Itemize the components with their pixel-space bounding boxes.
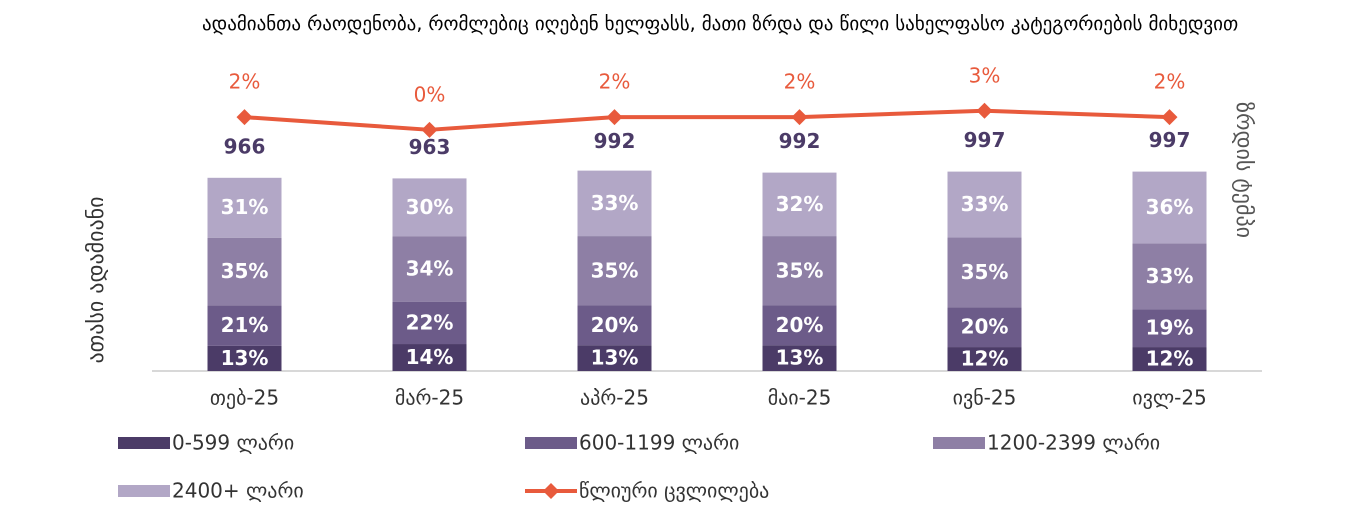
- segment-label: 33%: [961, 192, 1009, 216]
- y2-axis-label: ზრდის ტემპი: [1231, 102, 1256, 238]
- segment-label: 36%: [1146, 195, 1194, 219]
- legend-label: წლიური ცვლილება: [579, 479, 769, 503]
- segment-label: 33%: [1146, 264, 1194, 288]
- segment-label: 12%: [1146, 347, 1194, 371]
- segment-label: 35%: [776, 258, 824, 282]
- segment-label: 20%: [776, 313, 824, 337]
- legend-label: 600-1199 ლარი: [579, 431, 739, 455]
- x-tick-label: მაი-25: [768, 386, 832, 410]
- segment-label: 35%: [591, 258, 639, 282]
- bar-segment: [947, 171, 1022, 238]
- legend-label: 0-599 ლარი: [172, 431, 294, 455]
- legend-swatch: [543, 483, 559, 499]
- bar-segment: [762, 305, 837, 346]
- bar-segment: [207, 177, 282, 238]
- line-marker: [606, 109, 623, 126]
- line-marker: [791, 109, 808, 126]
- x-tick-label: თებ-25: [210, 386, 279, 410]
- bar-segment: [947, 237, 1022, 308]
- bar-segment: [207, 345, 282, 371]
- chart-title: ადამიანთა რაოდენობა, რომლებიც იღებენ ხელ…: [202, 13, 1239, 35]
- y-axis-label: ათასი ადამიანი: [84, 196, 109, 363]
- x-tick-label: ივნ-25: [953, 386, 1017, 410]
- segment-label: 30%: [406, 195, 454, 219]
- segment-label: 13%: [591, 346, 639, 370]
- bar-segment: [947, 347, 1022, 371]
- line: [244, 108, 1170, 132]
- line-marker: [421, 121, 438, 138]
- bar-segment: [392, 344, 467, 371]
- bar-segment: [762, 172, 837, 237]
- bar-segment: [577, 305, 652, 346]
- bar-segment: [762, 236, 837, 306]
- total-label: 997: [1149, 128, 1191, 152]
- bar-segment: [392, 178, 467, 237]
- legend-label: 2400+ ლარი: [172, 479, 304, 503]
- legend-swatch: [933, 437, 985, 449]
- segment-label: 21%: [221, 313, 269, 337]
- legend-swatch: [525, 437, 577, 449]
- segment-label: 13%: [221, 346, 269, 370]
- bar-segment: [577, 236, 652, 306]
- bar-segment: [577, 170, 652, 237]
- segment-label: 34%: [406, 256, 454, 280]
- line-label: 2%: [784, 70, 816, 94]
- segment-label: 20%: [961, 315, 1009, 339]
- segment-label: 32%: [776, 192, 824, 216]
- bar-segment: [762, 345, 837, 371]
- bar-segment: [207, 237, 282, 306]
- bar-segment: [1132, 243, 1207, 310]
- line-label: 3%: [969, 63, 1001, 87]
- total-label: 963: [409, 135, 451, 159]
- segment-label: 13%: [776, 346, 824, 370]
- line-marker: [1161, 109, 1178, 126]
- x-tick-label: მარ-25: [395, 386, 464, 410]
- segment-label: 35%: [961, 260, 1009, 284]
- bar-segment: [1132, 309, 1207, 348]
- bar-segment: [947, 307, 1022, 348]
- line-marker: [976, 102, 993, 119]
- total-label: 966: [224, 134, 266, 158]
- legend-label: 1200-2399 ლარი: [987, 431, 1160, 455]
- bar-segment: [1132, 347, 1207, 371]
- bar-segment: [577, 345, 652, 371]
- segment-label: 12%: [961, 347, 1009, 371]
- total-label: 992: [594, 129, 636, 153]
- segment-label: 31%: [221, 195, 269, 219]
- segment-label: 20%: [591, 313, 639, 337]
- legend-swatch: [118, 437, 170, 449]
- segment-label: 35%: [221, 259, 269, 283]
- segment-label: 19%: [1146, 316, 1194, 340]
- segment-label: 33%: [591, 191, 639, 215]
- bar-segment: [207, 305, 282, 346]
- line-label: 2%: [229, 70, 261, 94]
- bar-segment: [392, 236, 467, 302]
- x-tick-label: ივლ-25: [1132, 386, 1207, 410]
- line-marker: [236, 109, 253, 126]
- total-label: 992: [779, 129, 821, 153]
- x-tick-label: აპრ-25: [580, 386, 649, 410]
- line-label: 0%: [414, 82, 446, 106]
- bar-segment: [1132, 171, 1207, 244]
- total-label: 997: [964, 128, 1006, 152]
- line-label: 2%: [599, 70, 631, 94]
- bar-segment: [392, 301, 467, 345]
- segment-label: 22%: [406, 310, 454, 334]
- line-label: 2%: [1154, 70, 1186, 94]
- segment-label: 14%: [406, 345, 454, 369]
- legend-swatch: [118, 485, 170, 497]
